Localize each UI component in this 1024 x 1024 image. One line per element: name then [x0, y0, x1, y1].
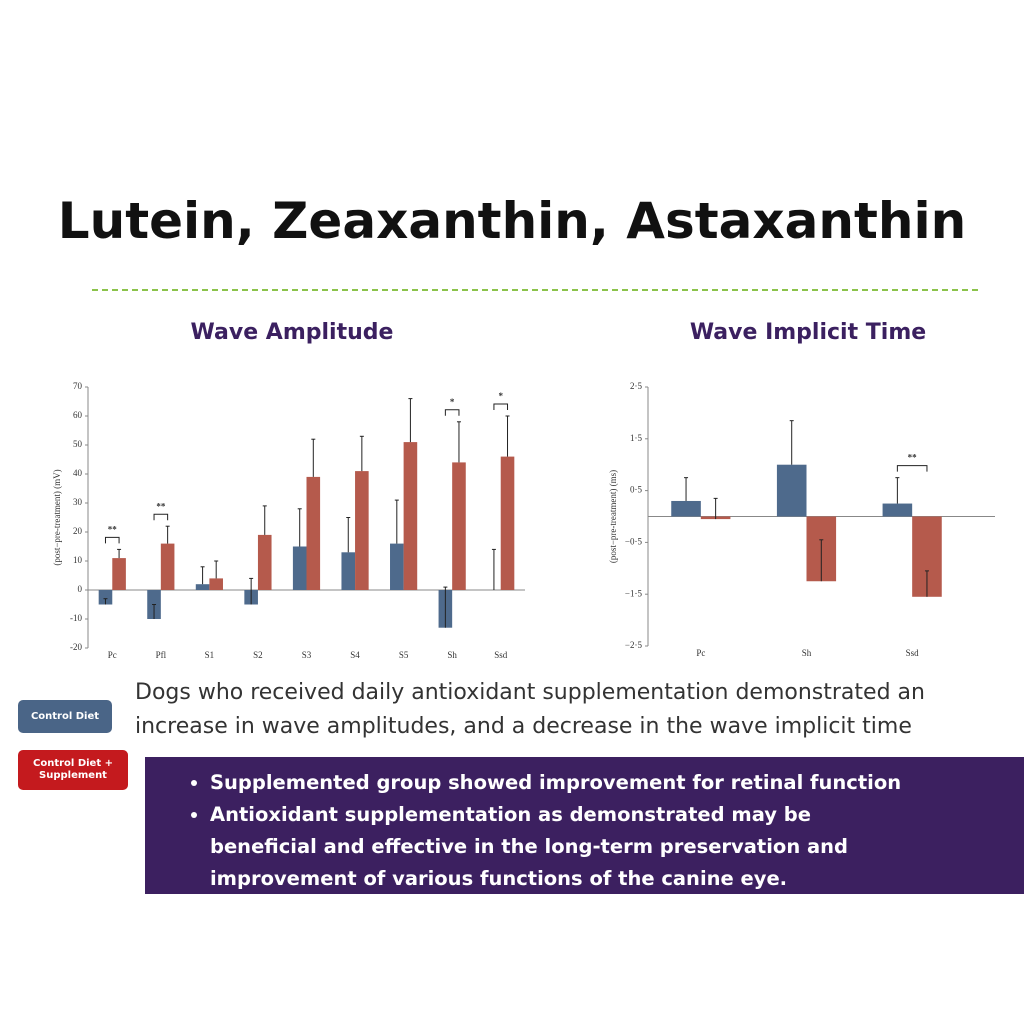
summary: Dogs who received daily antioxidant supp…	[135, 680, 925, 739]
x-tick-label: S3	[302, 650, 312, 660]
y-tick-label: 70	[73, 381, 83, 391]
bar	[195, 584, 210, 590]
bar	[306, 476, 321, 590]
x-tick-label: S1	[205, 650, 215, 660]
significance-label: *	[498, 391, 503, 401]
bullet: Supplemented group showed improvement fo…	[210, 767, 910, 799]
significance-bracket	[104, 536, 120, 544]
bullet-list: Supplemented group showed improvement fo…	[145, 767, 910, 895]
significance-bracket	[896, 465, 928, 472]
x-tick-label: Ssd	[906, 648, 920, 658]
legend-item: Control Diet + Supplement	[18, 750, 128, 790]
bar	[776, 464, 807, 517]
y-tick-label: −0·5	[625, 536, 643, 546]
bar	[671, 500, 701, 517]
x-tick-label: Sh	[802, 648, 812, 658]
significance-label: *	[450, 397, 455, 407]
y-tick-label: 1·5	[630, 433, 642, 443]
bar	[292, 546, 307, 590]
bar	[98, 590, 113, 605]
bar	[500, 456, 515, 590]
y-tick-label: −1·5	[625, 588, 643, 598]
y-tick-label: 0	[78, 584, 83, 594]
bar	[209, 578, 223, 590]
bar	[112, 558, 126, 590]
y-tick-label: -10	[70, 613, 82, 623]
bullet: Antioxidant supplementation as demonstra…	[210, 799, 910, 895]
y-tick-label: 2·5	[630, 381, 642, 391]
significance-bracket	[493, 403, 509, 410]
y-tick-label: 30	[73, 497, 83, 507]
y-tick-label: 0·5	[630, 485, 642, 495]
y-axis-label: (post−pre-treatment) (mV)	[52, 469, 62, 565]
conclusion-box: Supplemented group showed improvement fo…	[145, 757, 1024, 894]
x-tick-label: Pfl	[156, 650, 167, 660]
y-axis-label: (post−pre-treatment) (ms)	[608, 470, 618, 563]
bar	[452, 462, 466, 590]
y-tick-label: 20	[73, 526, 83, 536]
y-tick-label: -20	[70, 642, 82, 652]
significance-bracket	[444, 409, 460, 416]
x-tick-label: Pc	[108, 650, 117, 660]
x-tick-label: S5	[399, 650, 409, 660]
chart-title: Wave Amplitude	[190, 320, 394, 345]
x-tick-label: Sh	[447, 650, 457, 660]
legend-item: Control Diet	[18, 700, 112, 733]
bar	[390, 543, 404, 590]
significance-label: **	[108, 524, 118, 534]
bar	[160, 543, 175, 590]
significance-label: **	[908, 453, 918, 463]
x-tick-label: S4	[350, 650, 360, 660]
y-tick-label: −2·5	[625, 640, 643, 650]
bar	[355, 471, 369, 590]
x-tick-label: Pc	[696, 648, 705, 658]
significance-label: **	[156, 501, 166, 511]
bar	[257, 534, 272, 590]
x-tick-label: S2	[253, 650, 263, 660]
slide-title: Lutein, Zeaxanthin, Astaxanthin	[57, 192, 967, 250]
bar	[403, 442, 418, 590]
bar	[341, 552, 356, 590]
significance-bracket	[153, 513, 169, 521]
y-tick-label: 10	[73, 555, 83, 565]
chart-title: Wave Implicit Time	[689, 320, 927, 345]
y-tick-label: 40	[73, 468, 83, 478]
y-tick-label: 50	[73, 439, 83, 449]
bar	[882, 503, 913, 517]
x-tick-label: Ssd	[494, 650, 508, 660]
y-tick-label: 60	[73, 410, 83, 420]
